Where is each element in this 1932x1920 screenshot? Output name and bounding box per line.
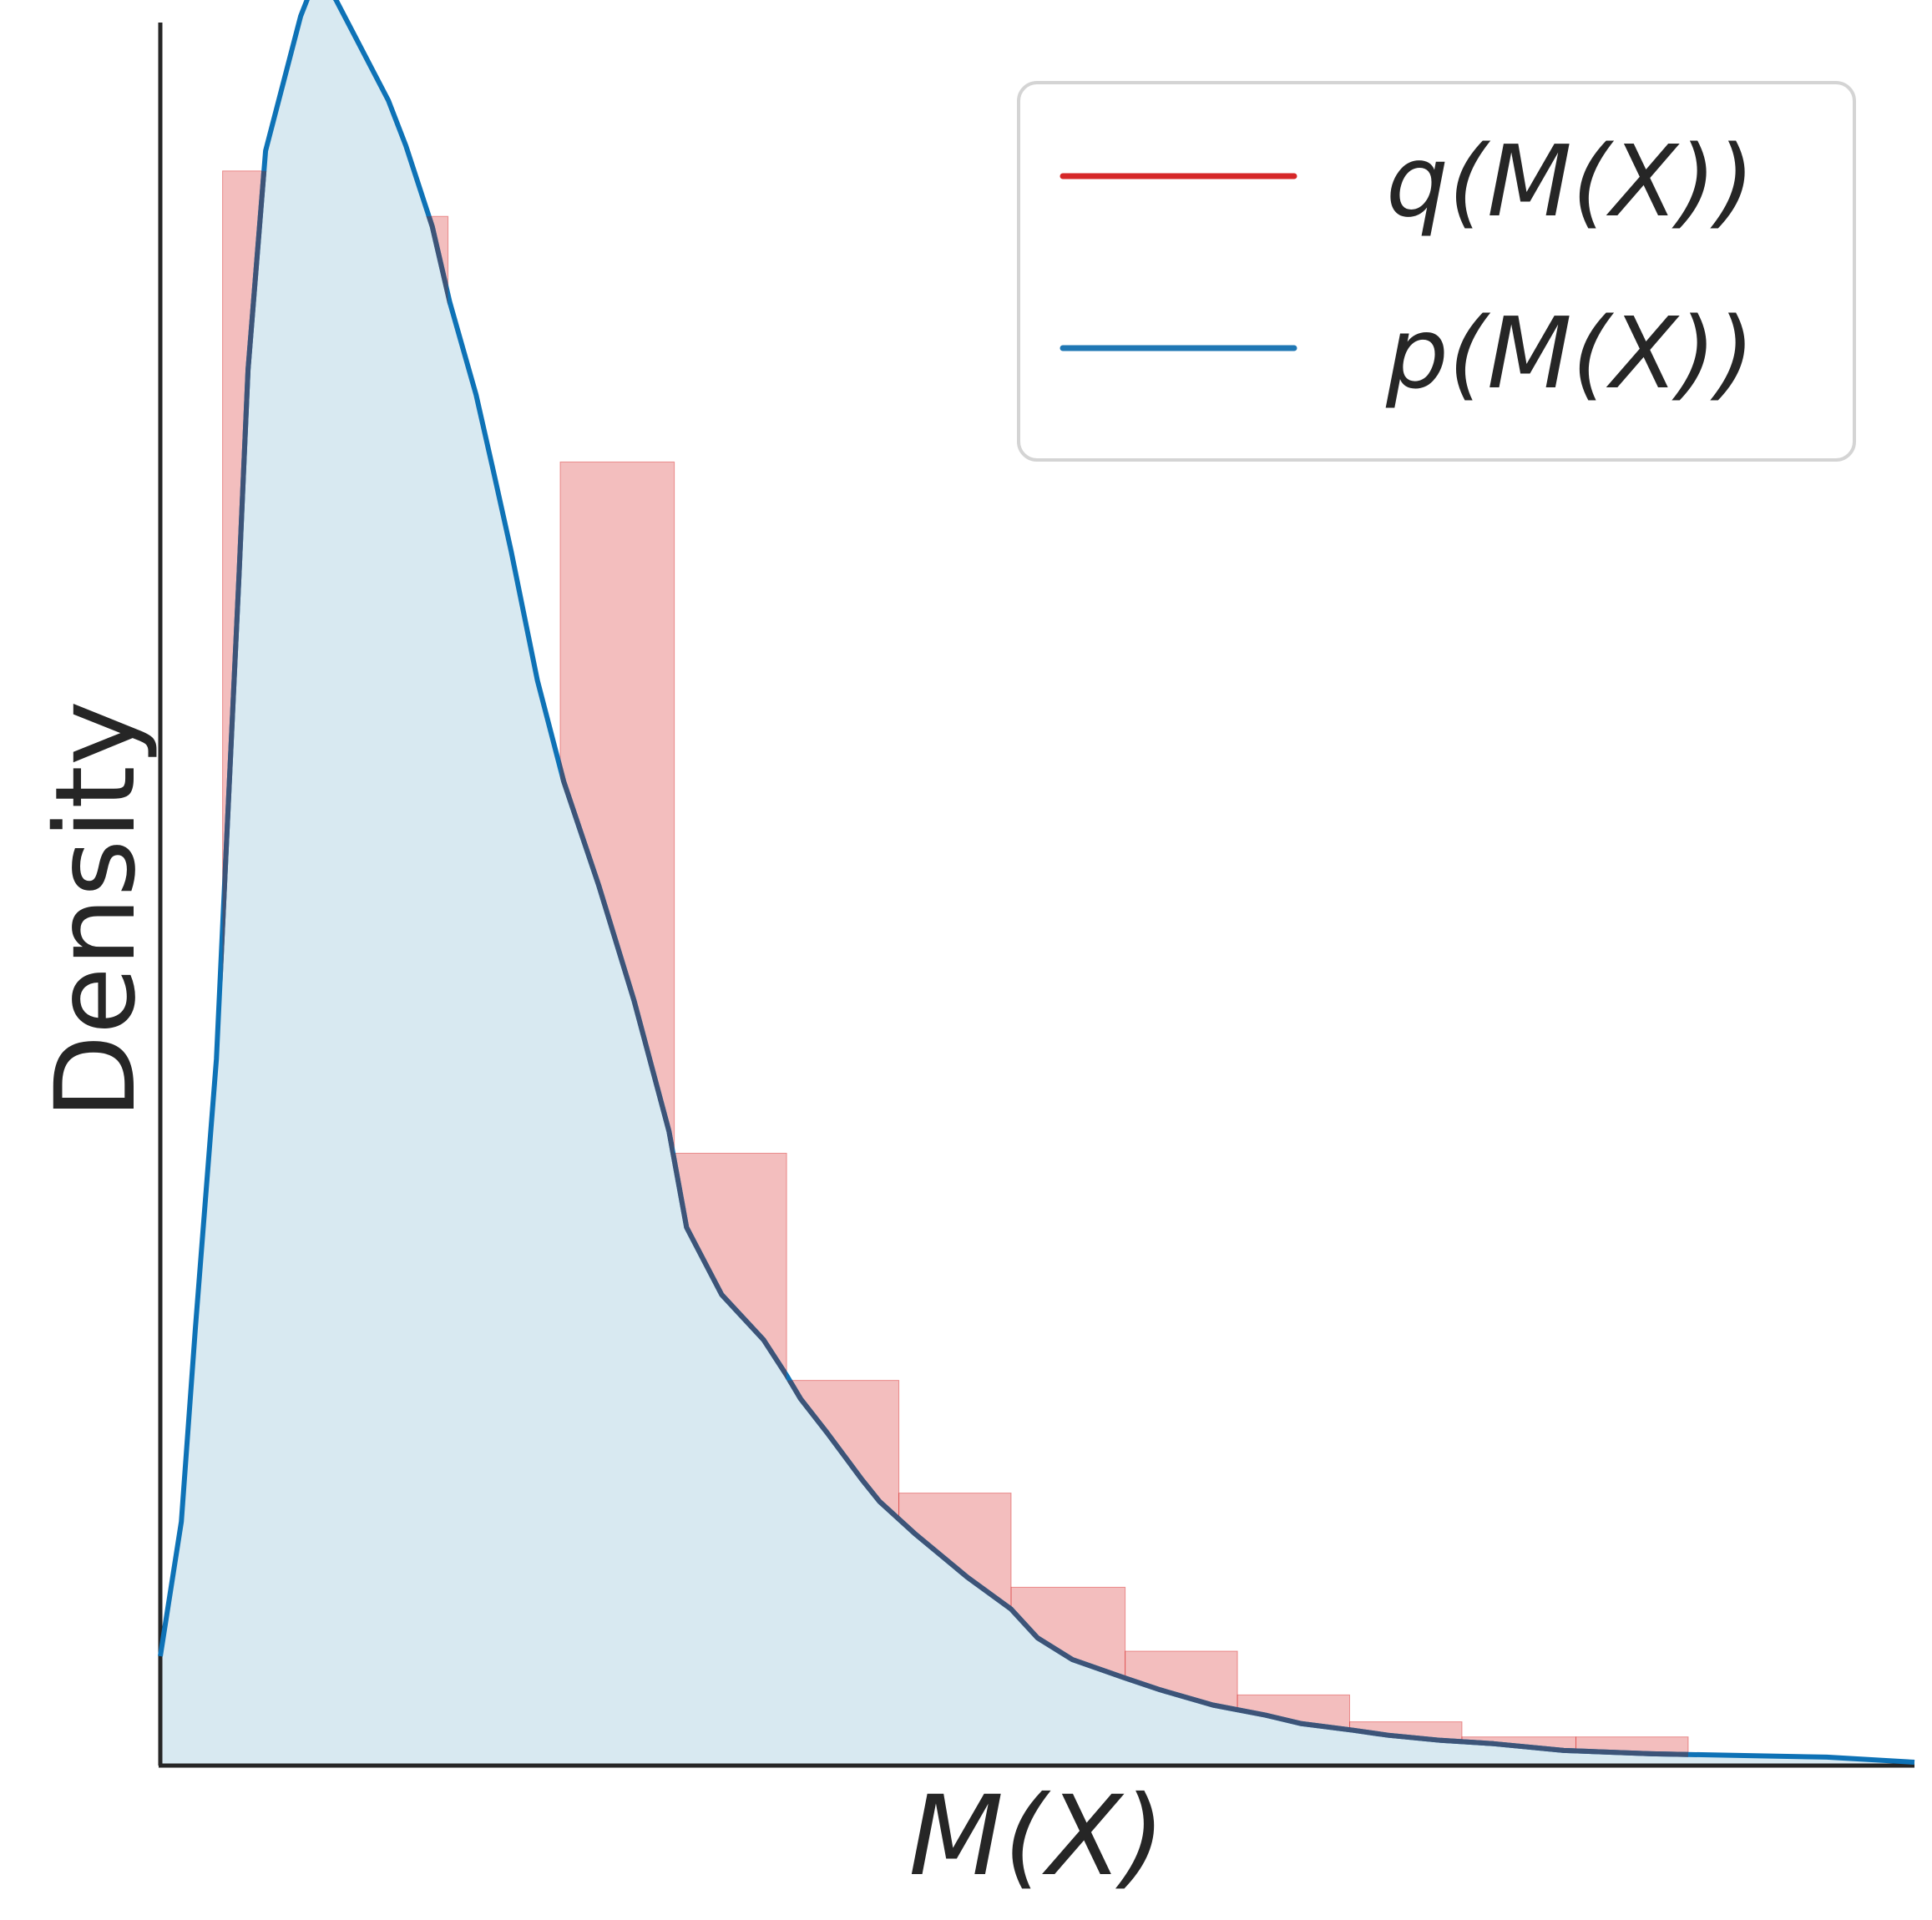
legend: q(M(X)) p(M(X)) — [1017, 81, 1856, 462]
kde-line-p-overlap — [160, 170, 1688, 1765]
kde-area-p — [160, 0, 1914, 1766]
legend-p-label: p(M(X)) — [1385, 296, 1755, 411]
x-axis-label: M(X) — [908, 1772, 1165, 1901]
y-axis-label: Density — [32, 700, 160, 1119]
legend-q-label: q(M(X)) — [1386, 124, 1755, 239]
kde-layer — [160, 0, 1914, 1766]
